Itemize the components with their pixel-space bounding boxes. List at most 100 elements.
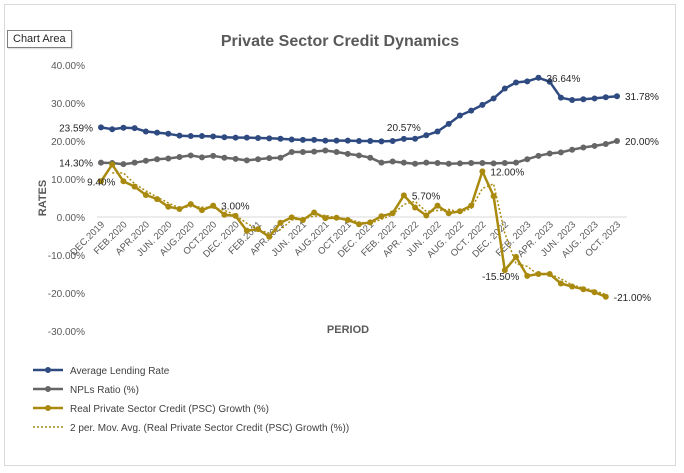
data-point-lending	[602, 94, 609, 101]
data-point-lending	[513, 79, 520, 86]
data-point-npl	[378, 159, 385, 166]
data-point-psc	[198, 207, 205, 214]
data-label: 14.30%	[59, 159, 93, 170]
data-point-lending	[356, 138, 362, 144]
data-point-npl	[131, 159, 138, 166]
y-tick-label: -10.00%	[48, 251, 85, 262]
legend-label: Real Private Sector Credit (PSC) Growth …	[70, 404, 269, 415]
data-point-npl	[176, 153, 183, 160]
plot-area: -30.00% -20.00% -10.00% 0.00% 10.00% 20.00% 30…	[48, 61, 659, 338]
data-point-psc	[501, 267, 508, 274]
data-point-psc	[356, 221, 362, 228]
data-point-lending	[614, 93, 620, 100]
data-point-psc	[445, 210, 452, 217]
legend-marker-npl	[45, 386, 51, 392]
data-point-lending	[243, 134, 250, 141]
data-point-npl	[288, 149, 295, 156]
data-point-npl	[344, 150, 351, 157]
data-point-lending	[109, 126, 116, 133]
data-label: 23.59%	[59, 123, 93, 134]
data-point-psc	[266, 233, 273, 240]
data-point-npl	[165, 155, 172, 162]
data-point-lending	[333, 137, 340, 144]
data-point-lending	[412, 135, 419, 142]
data-point-lending	[277, 135, 284, 142]
data-point-psc	[367, 219, 374, 226]
data-point-lending	[232, 134, 239, 141]
data-point-psc	[288, 214, 295, 221]
data-point-psc	[187, 201, 194, 208]
data-point-npl	[479, 160, 486, 167]
legend-marker-psc	[45, 405, 51, 411]
data-point-psc	[524, 272, 531, 279]
legend-label: NPLs Ratio (%)	[70, 385, 139, 396]
data-point-npl	[154, 156, 161, 163]
data-point-lending	[479, 101, 486, 108]
series-line-movavg	[112, 172, 607, 296]
chart-area-tooltip: Chart Area	[7, 30, 72, 48]
data-point-lending	[142, 128, 149, 135]
data-point-lending	[198, 133, 205, 140]
data-point-lending	[322, 137, 329, 144]
data-point-psc	[389, 210, 396, 217]
data-point-psc	[221, 211, 228, 218]
data-point-psc	[378, 213, 385, 220]
data-point-lending	[524, 78, 531, 85]
data-point-lending	[445, 120, 452, 127]
data-point-psc	[557, 280, 564, 287]
data-label: 20.57%	[387, 123, 421, 134]
data-label: 12.00%	[490, 167, 524, 178]
y-tick-label: 40.00%	[51, 61, 85, 72]
data-point-lending	[535, 74, 542, 81]
data-point-npl	[255, 156, 262, 163]
data-point-psc	[479, 168, 486, 175]
data-point-lending	[176, 132, 183, 139]
data-point-npl	[501, 160, 508, 167]
data-point-lending	[456, 112, 463, 119]
data-point-lending	[423, 132, 430, 139]
data-point-lending	[557, 94, 564, 101]
data-point-lending	[490, 95, 497, 102]
data-point-psc	[569, 283, 576, 290]
data-point-npl	[569, 146, 576, 153]
data-point-npl	[367, 154, 374, 161]
data-point-npl	[210, 152, 217, 159]
data-point-psc	[322, 215, 329, 222]
data-point-psc	[490, 193, 497, 200]
data-point-psc	[400, 192, 407, 199]
data-point-npl	[142, 157, 149, 164]
data-point-lending	[569, 96, 576, 103]
chart-area[interactable]	[4, 4, 676, 466]
data-point-npl	[535, 152, 542, 159]
data-point-lending	[580, 96, 587, 103]
chart-title: Private Sector Credit Dynamics	[221, 33, 459, 50]
data-point-psc	[243, 227, 250, 234]
data-point-npl	[445, 160, 452, 167]
data-point-lending	[434, 128, 441, 135]
y-tick-label: -30.00%	[48, 327, 85, 338]
data-point-npl	[456, 160, 463, 167]
data-point-lending	[299, 136, 306, 143]
data-point-npl	[232, 155, 239, 162]
data-point-npl	[243, 157, 250, 164]
series-line-lending	[100, 76, 618, 143]
data-point-lending	[311, 136, 318, 143]
data-point-psc	[98, 178, 104, 185]
legend-label: 2 per. Mov. Avg. (Real Private Sector Cr…	[70, 423, 349, 434]
data-point-lending	[255, 134, 262, 141]
data-point-npl	[580, 144, 587, 151]
data-point-lending	[98, 124, 104, 131]
data-point-lending	[120, 124, 127, 131]
data-point-lending	[591, 95, 598, 102]
y-tick-label: -20.00%	[48, 289, 85, 300]
data-point-psc	[468, 202, 475, 209]
data-point-npl	[311, 148, 318, 155]
data-point-psc	[154, 196, 161, 203]
data-point-psc	[311, 209, 318, 216]
data-point-lending	[501, 85, 508, 92]
data-point-npl	[198, 154, 205, 161]
data-point-npl	[400, 159, 407, 166]
data-point-npl	[333, 149, 340, 156]
data-point-npl	[356, 152, 362, 159]
data-point-npl	[98, 159, 104, 166]
